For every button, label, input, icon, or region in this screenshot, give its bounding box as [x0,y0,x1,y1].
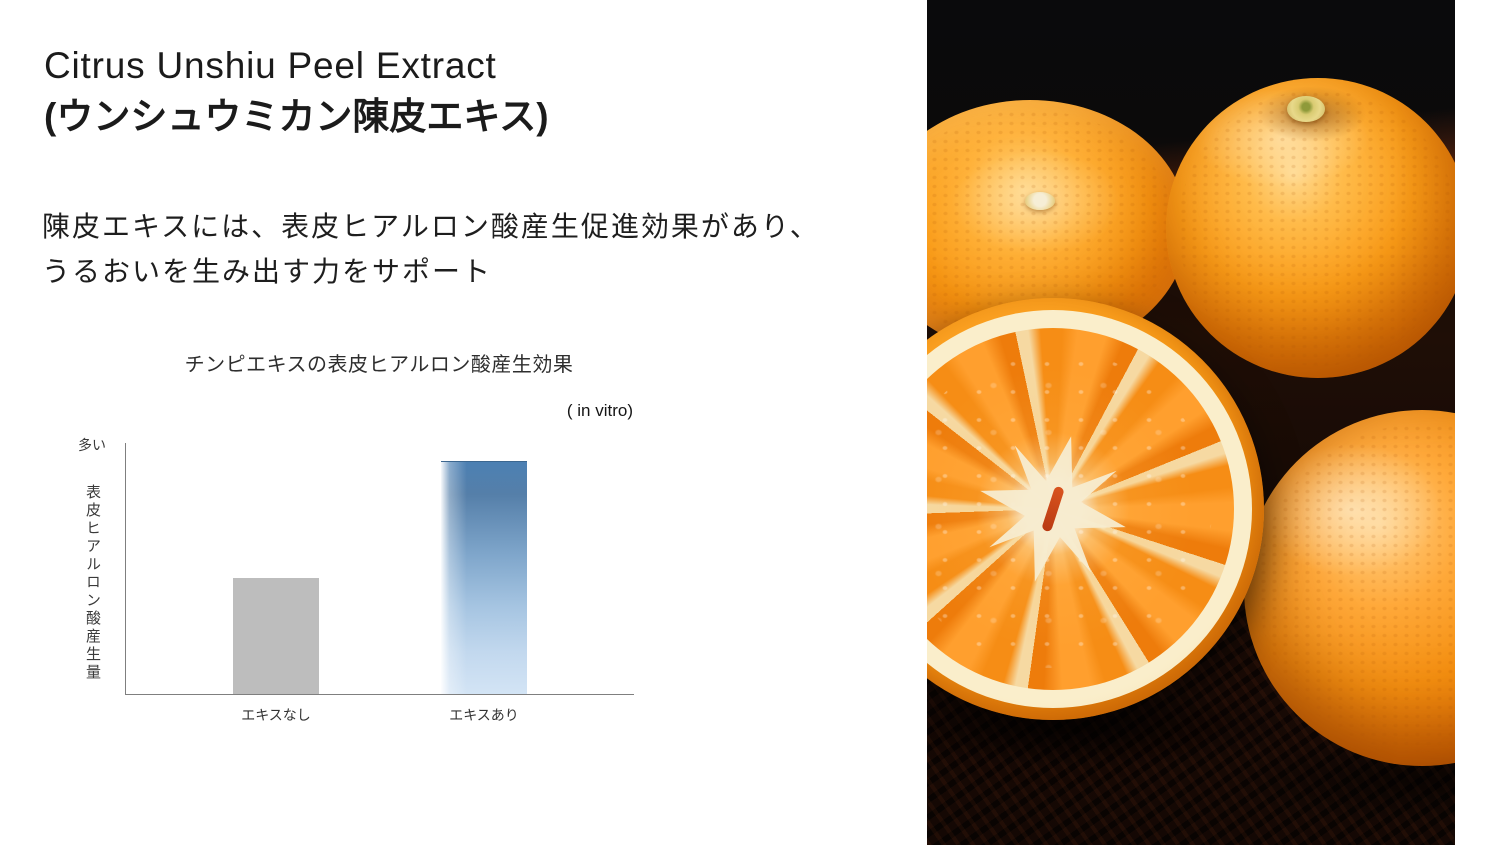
mandarin-top-right-stem [1287,96,1325,122]
cut-mandarin-half [927,298,1264,720]
y-axis-label: 表皮ヒアルロン酸産生量 [84,484,101,682]
y-axis-top-label: 多い [78,437,106,453]
page-title: Citrus Unshiu Peel Extract (ウンシュウミカン陳皮エキ… [44,40,549,142]
mandarin-top-left-stem [1025,192,1055,210]
x-label-with-extract: エキスあり [449,707,519,723]
body-text-line1: 陳皮エキスには、表皮ヒアルロン酸産生促進効果があり、 [42,211,820,242]
mandarin-photo [927,0,1455,845]
x-label-no-extract: エキスなし [241,707,311,723]
body-text: 陳皮エキスには、表皮ヒアルロン酸産生促進効果があり、 うるおいを生み出す力をサポ… [42,204,820,294]
chart-condition-note: ( in vitro) [566,401,633,420]
body-text-line2: うるおいを生み出す力をサポート [42,256,493,287]
bar-with-extract [441,461,527,694]
plot-area [125,443,634,695]
title-english: Citrus Unshiu Peel Extract [44,45,497,86]
title-japanese: (ウンシュウミカン陳皮エキス) [44,96,549,137]
chart-title: チンピエキスの表皮ヒアルロン酸産生効果 [184,354,574,376]
bar-no-extract [233,578,319,694]
